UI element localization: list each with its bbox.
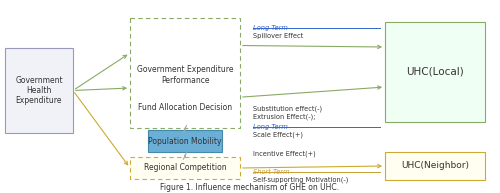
FancyBboxPatch shape — [5, 48, 73, 133]
Text: Long Term: Long Term — [253, 124, 288, 130]
Text: UHC(Neighbor): UHC(Neighbor) — [401, 162, 469, 170]
FancyBboxPatch shape — [130, 18, 240, 128]
FancyBboxPatch shape — [148, 130, 222, 152]
Text: Fund Allocation Decision: Fund Allocation Decision — [138, 102, 232, 112]
Text: UHC(Local): UHC(Local) — [406, 67, 464, 77]
FancyBboxPatch shape — [130, 157, 240, 179]
Text: Short Term: Short Term — [253, 169, 290, 175]
Text: Extrusion Effect(-);: Extrusion Effect(-); — [253, 114, 316, 120]
Text: Self-supporting Motivation(-): Self-supporting Motivation(-) — [253, 177, 348, 183]
Text: Population Mobility: Population Mobility — [148, 136, 222, 146]
Text: Spillover Effect: Spillover Effect — [253, 33, 303, 39]
FancyBboxPatch shape — [385, 22, 485, 122]
Text: Regional Competition: Regional Competition — [144, 163, 226, 173]
Text: Incentive Effect(+): Incentive Effect(+) — [253, 151, 316, 157]
Text: Government Expenditure
Performance: Government Expenditure Performance — [137, 65, 233, 85]
FancyBboxPatch shape — [138, 98, 232, 116]
Text: Figure 1. Influence mechanism of GHE on UHC.: Figure 1. Influence mechanism of GHE on … — [160, 183, 340, 192]
Text: Government
Health
Expenditure: Government Health Expenditure — [15, 76, 63, 105]
Text: Scale Effect(+): Scale Effect(+) — [253, 132, 303, 138]
FancyBboxPatch shape — [385, 152, 485, 180]
Text: Substitution effect(-): Substitution effect(-) — [253, 106, 322, 112]
Text: Long Term: Long Term — [253, 25, 288, 31]
FancyBboxPatch shape — [138, 55, 232, 95]
